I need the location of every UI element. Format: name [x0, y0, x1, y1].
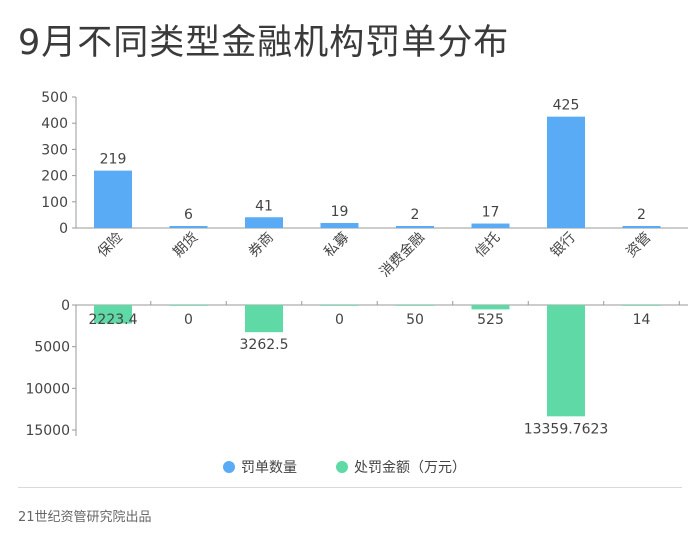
amount-data-label: 13359.7623: [524, 421, 609, 437]
count-bar: [245, 217, 283, 228]
top-y-tick-label: 0: [59, 221, 68, 237]
count-data-label: 425: [553, 98, 580, 114]
top-y-tick-label: 400: [41, 116, 68, 132]
amount-data-label: 0: [335, 312, 344, 328]
count-data-label: 2: [637, 207, 646, 223]
legend-label: 罚单数量: [241, 460, 297, 476]
count-bar: [622, 226, 661, 228]
footer-credit: 21世纪资管研究院出品: [18, 510, 152, 525]
count-bar: [471, 223, 510, 228]
amount-bar: [396, 305, 434, 306]
top-y-tick-label: 300: [41, 142, 68, 158]
count-data-label: 19: [331, 204, 349, 220]
count-bar: [396, 226, 434, 228]
amount-bar: [547, 305, 585, 417]
amount-data-label: 525: [477, 312, 504, 328]
footer-divider: [18, 487, 682, 488]
category-label: 期货: [170, 229, 202, 261]
amount-bar: [94, 305, 132, 324]
category-label: 信托: [472, 230, 503, 261]
legend-marker: [223, 461, 235, 473]
amount-bar: [471, 305, 510, 310]
count-bar: [94, 170, 132, 228]
amount-bar: [320, 305, 359, 306]
top-y-tick-label: 500: [41, 90, 68, 106]
legend-marker: [336, 461, 348, 473]
top-y-tick-label: 100: [41, 195, 68, 211]
legend-label: 处罚金额（万元）: [354, 460, 466, 476]
count-data-label: 41: [255, 198, 273, 214]
chart-title: 9月不同类型金融机构罚单分布: [18, 23, 510, 63]
amount-bar: [622, 305, 661, 306]
bottom-y-tick-label: 10000: [25, 381, 70, 397]
amount-data-label: 2223.4: [89, 312, 138, 328]
count-bar: [547, 116, 585, 228]
category-label: 券商: [246, 230, 277, 261]
category-label: 私募: [321, 230, 352, 261]
count-data-label: 2: [411, 207, 420, 223]
count-bar: [320, 223, 359, 228]
bottom-y-tick-label: 5000: [34, 340, 70, 356]
top-y-tick-label: 200: [41, 169, 68, 185]
amount-bar: [169, 305, 208, 306]
amount-data-label: 14: [633, 312, 651, 328]
count-data-label: 17: [482, 205, 500, 221]
amount-data-label: 50: [406, 312, 424, 328]
count-bar: [169, 226, 208, 228]
bottom-y-tick-label: 0: [61, 298, 70, 314]
amount-bar: [245, 305, 283, 333]
bottom-y-tick-label: 15000: [25, 423, 70, 439]
count-data-label: 219: [100, 152, 127, 168]
category-label: 消费金融: [377, 230, 428, 281]
amount-data-label: 3262.5: [240, 337, 289, 353]
count-data-label: 6: [184, 207, 193, 223]
category-label: 保险: [95, 230, 126, 261]
category-label: 银行: [548, 230, 579, 261]
category-label: 资管: [623, 230, 654, 261]
amount-data-label: 0: [184, 312, 193, 328]
